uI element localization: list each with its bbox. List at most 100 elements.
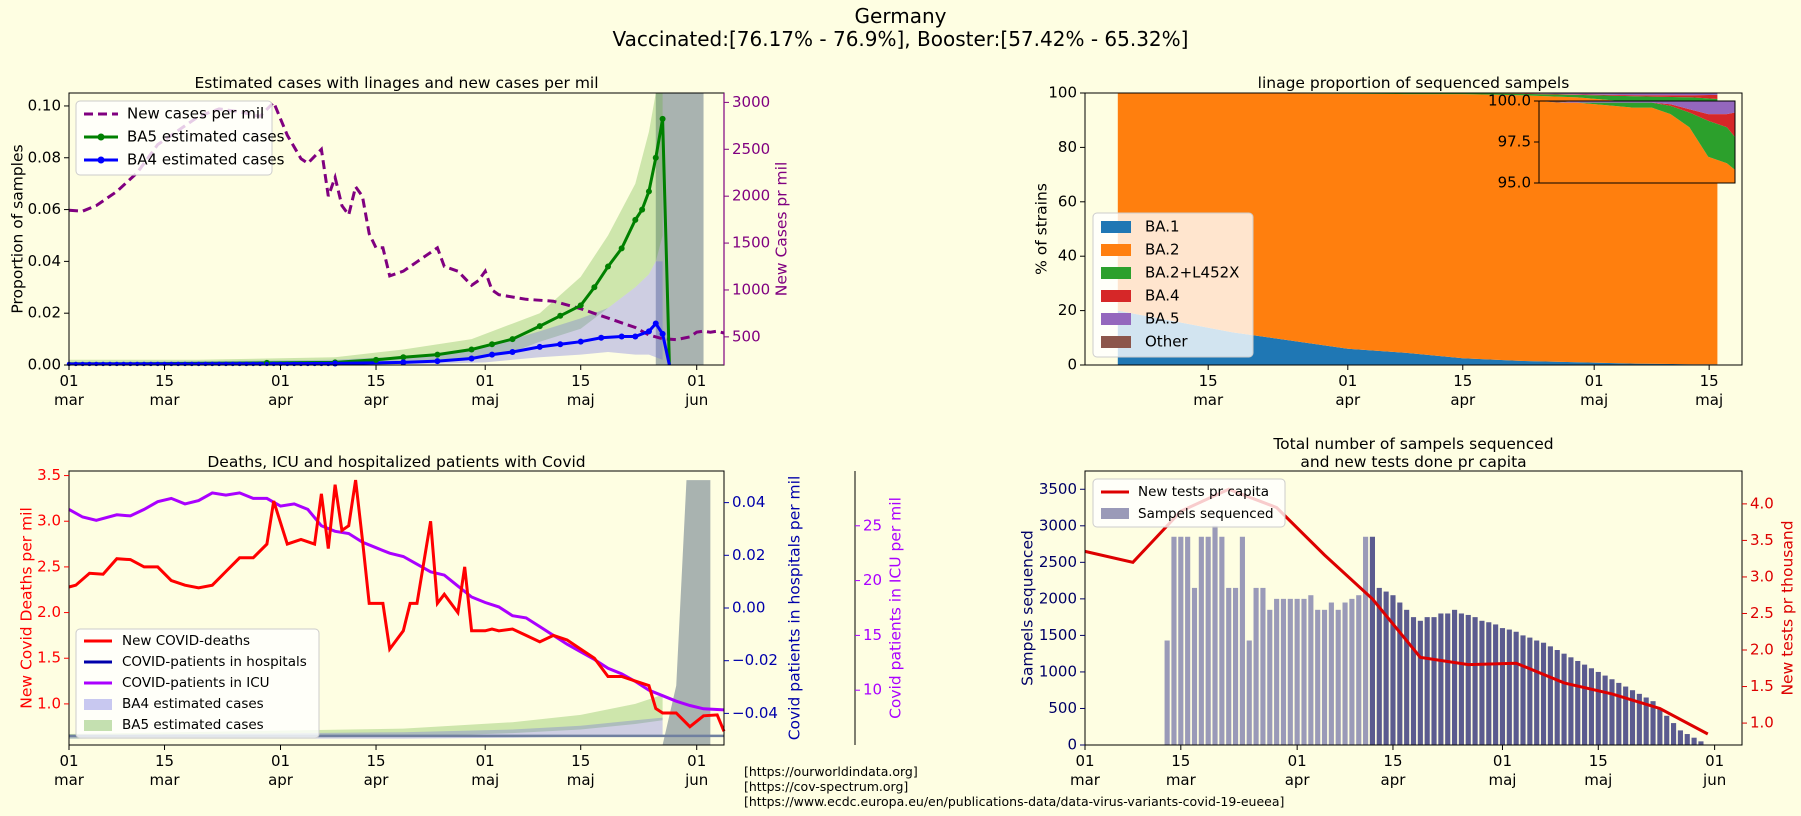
tests-y-tick-label: 3000: [1039, 516, 1077, 534]
sample-bar: [1623, 686, 1629, 745]
x-tick-month: maj: [1584, 771, 1612, 789]
area-ba-5: [1117, 93, 1718, 96]
ba5-point: [618, 245, 625, 252]
sample-bar: [1540, 642, 1547, 745]
area-ba-4: [1117, 93, 1718, 99]
cases-legend-marker: [97, 133, 105, 141]
sample-bar: [1506, 629, 1512, 745]
figure-subtitle: Vaccinated:[76.17% - 76.9%], Booster:[57…: [612, 27, 1189, 51]
source-line: [https://ourworldindata.org]: [744, 764, 918, 779]
ba4-point: [230, 361, 235, 367]
tests-y2-tick-label: 2.0: [1750, 641, 1774, 659]
ba4-point: [135, 361, 140, 367]
sample-bar: [1547, 646, 1553, 745]
x-tick-label: 01: [476, 372, 495, 390]
ba4-point: [489, 351, 496, 358]
sample-bar: [1185, 536, 1191, 745]
x-tick-month: mar: [150, 391, 181, 409]
ba5-point: [373, 356, 380, 363]
ba5-point: [509, 336, 516, 343]
cases-y2-tick-label: 500: [732, 327, 761, 345]
sample-bar: [1445, 613, 1451, 745]
ba4-point: [189, 361, 195, 367]
deaths-legend-label: BA4 estimated cases: [122, 696, 264, 712]
sample-bar: [1342, 602, 1348, 745]
deaths-y-tick-label: 3.5: [37, 466, 61, 484]
deaths-legend: [75, 628, 320, 739]
deaths-y-tick-label: 2.5: [37, 557, 61, 575]
x-tick-month: maj: [1695, 391, 1723, 409]
x-tick-label: 15: [155, 372, 174, 390]
x-tick-label: 01: [1705, 752, 1724, 770]
lineage-legend-swatch: [1101, 244, 1131, 256]
cases-y2-tick-label: 3000: [732, 93, 770, 111]
sample-bar: [1253, 587, 1259, 745]
lineage-legend-label: BA.1: [1145, 218, 1180, 236]
x-tick-label: 15: [366, 372, 385, 390]
sample-bar: [1232, 587, 1239, 745]
x-tick-month: mar: [1166, 771, 1197, 789]
lineage-legend-label: BA.4: [1145, 287, 1180, 305]
lineage-legend-swatch: [1101, 290, 1131, 302]
x-tick-month: maj: [1488, 771, 1516, 789]
sample-bar: [1582, 664, 1588, 745]
ba5-point: [591, 284, 598, 291]
tests-y-tick-label: 0: [1067, 736, 1077, 754]
ba5-point: [632, 216, 639, 223]
x-tick-label: 15: [1589, 752, 1608, 770]
cases-legend: [75, 100, 273, 176]
sources: [https://ourworldindata.org] [https://co…: [744, 764, 1284, 809]
x-tick-label: 01: [476, 752, 495, 770]
x-tick-month: apr: [1335, 391, 1361, 409]
x-tick-label: 01: [271, 752, 290, 770]
sample-bar: [1397, 602, 1403, 745]
ba5-point: [645, 188, 652, 195]
ba4-point: [80, 361, 85, 367]
deaths-y3-tick-label: 25: [863, 516, 882, 534]
x-tick-label: 15: [1383, 752, 1402, 770]
lineage-y-tick-label: 80: [1058, 138, 1077, 156]
sample-bar: [1657, 708, 1663, 745]
sample-bar: [1410, 617, 1417, 745]
x-tick-label: 15: [155, 752, 174, 770]
x-tick-month: jun: [684, 391, 708, 409]
sample-bar: [1458, 613, 1464, 745]
ba4-point: [298, 361, 304, 367]
cases-legend-marker: [97, 156, 105, 164]
sample-bar: [1561, 653, 1567, 745]
deaths-y2-tick-label: 0.00: [732, 599, 765, 617]
sample-bar: [1664, 715, 1670, 745]
x-tick-month: apr: [1450, 391, 1476, 409]
ba4-point: [175, 361, 181, 367]
sample-bar: [1315, 609, 1321, 745]
inset-area: [1539, 101, 1735, 183]
deaths-y3label: Covid patients in ICU per mil: [887, 497, 905, 719]
cases-legend-label: BA5 estimated cases: [127, 128, 285, 146]
lineage-legend-label: BA.5: [1145, 310, 1180, 328]
tests-title: Total number of sampels sequenced: [1272, 435, 1553, 453]
sample-bar: [1239, 536, 1245, 745]
deaths-y-tick-label: 1.0: [37, 694, 61, 712]
ba4-point: [94, 361, 99, 367]
x-tick-month: jun: [684, 771, 708, 789]
sample-bar: [1636, 693, 1642, 745]
sample-bar: [1274, 598, 1280, 745]
source-line: [https://cov-spectrum.org]: [744, 779, 909, 794]
tests-legend-label: Sampels sequenced: [1138, 506, 1274, 522]
cases-y-tick-label: 0.02: [28, 304, 61, 322]
ba4-point: [659, 330, 666, 337]
ba5-point: [468, 346, 475, 353]
deaths-y2-tick-label: −0.02: [732, 651, 778, 669]
sample-bar: [1383, 591, 1389, 745]
x-tick-month: apr: [1285, 771, 1311, 789]
ba4-point: [114, 361, 119, 367]
source-line: [https://www.ecdc.europa.eu/en/publicati…: [744, 794, 1285, 809]
deaths-ylabel: New Covid Deaths per mil: [18, 507, 36, 709]
cases-y-tick-label: 0.04: [28, 252, 61, 270]
tests-legend-swatch: [1101, 508, 1129, 519]
lineage-legend-label: BA.2+L452X: [1145, 264, 1239, 282]
sample-bar: [1629, 690, 1636, 745]
sample-bar: [1438, 613, 1444, 745]
x-tick-month: mar: [1193, 391, 1224, 409]
